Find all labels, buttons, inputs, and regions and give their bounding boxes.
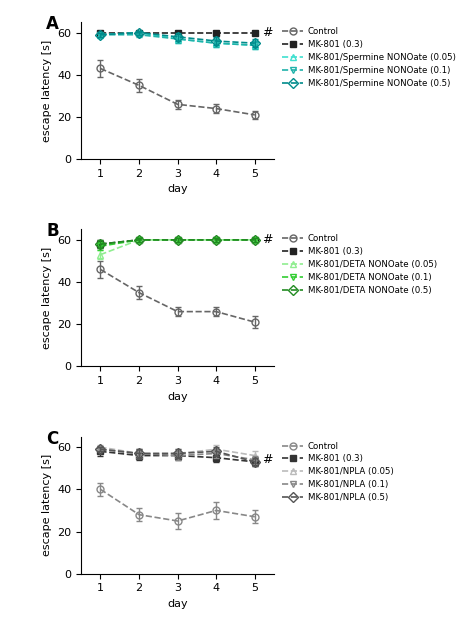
Y-axis label: escape latency [s]: escape latency [s] [42, 39, 52, 142]
Legend: Control, MK-801 (0.3), MK-801/Spermine NONOate (0.05), MK-801/Spermine NONOate (: Control, MK-801 (0.3), MK-801/Spermine N… [278, 24, 459, 91]
Text: A: A [46, 15, 59, 33]
X-axis label: day: day [167, 392, 188, 402]
Text: #: # [262, 26, 272, 39]
Text: #: # [262, 233, 272, 246]
Legend: Control, MK-801 (0.3), MK-801/NPLA (0.05), MK-801/NPLA (0.1), MK-801/NPLA (0.5): Control, MK-801 (0.3), MK-801/NPLA (0.05… [278, 438, 397, 505]
Text: #: # [262, 453, 272, 466]
Y-axis label: escape latency [s]: escape latency [s] [42, 246, 52, 349]
Y-axis label: escape latency [s]: escape latency [s] [42, 454, 52, 556]
Legend: Control, MK-801 (0.3), MK-801/DETA NONOate (0.05), MK-801/DETA NONOate (0.1), MK: Control, MK-801 (0.3), MK-801/DETA NONOa… [278, 231, 440, 298]
Text: C: C [46, 430, 59, 448]
Text: B: B [46, 223, 59, 240]
X-axis label: day: day [167, 185, 188, 195]
X-axis label: day: day [167, 599, 188, 609]
